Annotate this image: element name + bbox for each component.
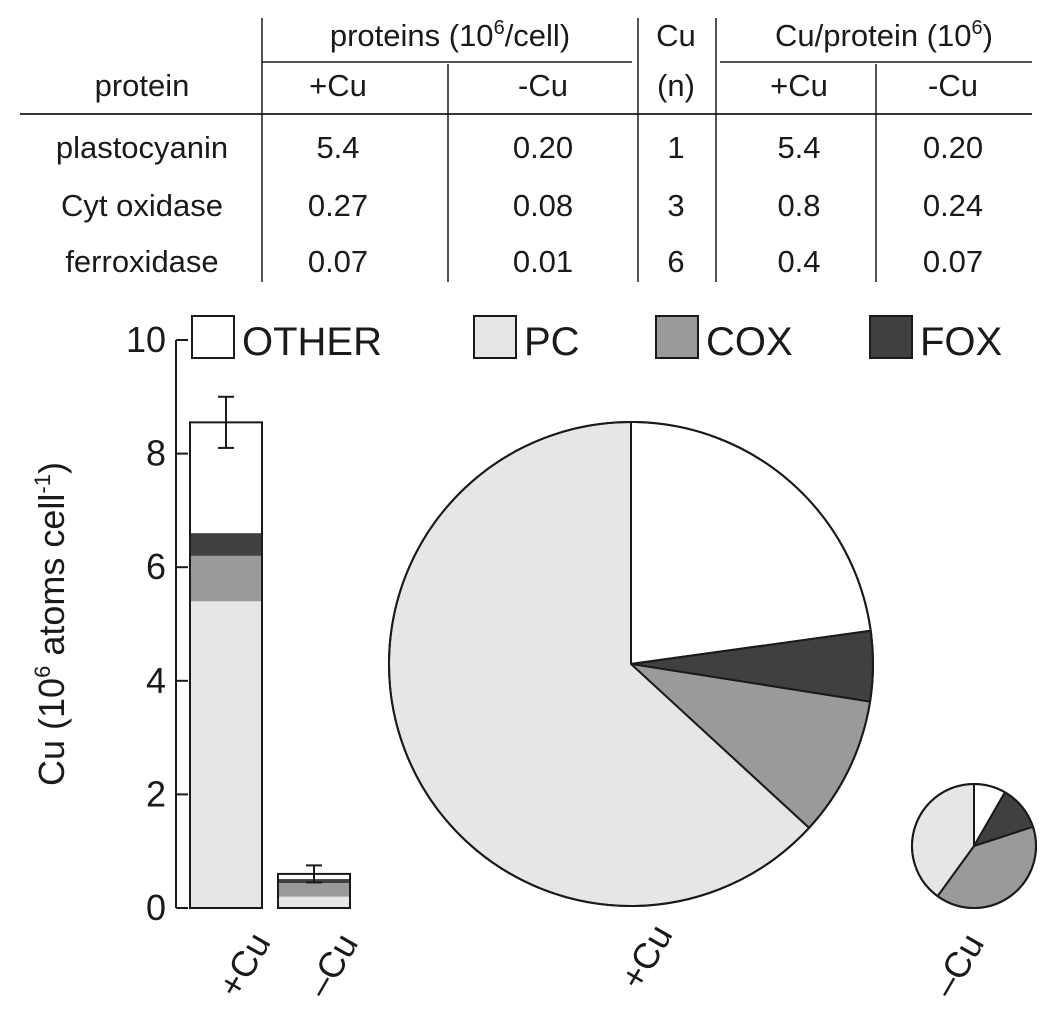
data-table: proteins (106/cell) Cu Cu/protein (106) … bbox=[20, 17, 1032, 282]
cell-cu-plus: 0.8 bbox=[777, 188, 820, 223]
cell-cu-plus: 5.4 bbox=[777, 130, 820, 165]
cell-prot-minus: 0.20 bbox=[513, 130, 573, 165]
header-cu: Cu bbox=[656, 18, 696, 53]
bar-segment-fox bbox=[190, 533, 262, 556]
legend: OTHER PC COX FOX bbox=[191, 315, 1002, 364]
legend-swatch-cox bbox=[655, 315, 699, 359]
cell-name: Cyt oxidase bbox=[61, 188, 223, 223]
header-cu-n: (n) bbox=[657, 68, 695, 103]
legend-swatch-other bbox=[191, 315, 235, 359]
cell-cu-minus: 0.07 bbox=[923, 244, 983, 279]
y-ticks: 0 2 4 6 8 10 bbox=[126, 319, 188, 928]
cell-prot-plus: 0.07 bbox=[308, 244, 368, 279]
table-row: plastocyanin 5.4 0.20 1 5.4 0.20 bbox=[56, 130, 983, 165]
legend-label-fox: FOX bbox=[920, 320, 1002, 364]
bar-category-labels: +Cu –Cu bbox=[209, 925, 366, 1004]
legend-label-other: OTHER bbox=[242, 320, 382, 364]
cell-cu-minus: 0.20 bbox=[923, 130, 983, 165]
cell-n: 1 bbox=[667, 130, 684, 165]
cell-prot-plus: 5.4 bbox=[316, 130, 359, 165]
header-cu-per-protein: Cu/protein (106) bbox=[775, 17, 993, 53]
y-tick-label: 6 bbox=[146, 546, 166, 587]
cell-prot-plus: 0.27 bbox=[308, 188, 368, 223]
legend-label-pc: PC bbox=[524, 320, 580, 364]
table-row: Cyt oxidase 0.27 0.08 3 0.8 0.24 bbox=[61, 188, 983, 223]
y-tick-label: 10 bbox=[126, 319, 166, 360]
pie-label-minus-cu: –Cu bbox=[923, 926, 992, 1004]
header-cupr-plus: +Cu bbox=[770, 68, 828, 103]
cell-name: plastocyanin bbox=[56, 130, 228, 165]
legend-item-other: OTHER bbox=[191, 315, 382, 364]
cell-n: 3 bbox=[667, 188, 684, 223]
legend-item-cox: COX bbox=[655, 315, 793, 364]
legend-item-pc: PC bbox=[473, 315, 580, 364]
cell-cu-minus: 0.24 bbox=[923, 188, 983, 223]
bar-segment-pc bbox=[278, 896, 350, 908]
header-cupr-minus: -Cu bbox=[928, 68, 978, 103]
cell-prot-minus: 0.08 bbox=[513, 188, 573, 223]
y-axis-label: Cu (106 atoms cell-1) bbox=[30, 462, 72, 786]
bar-segment-cox bbox=[278, 883, 350, 897]
bar-segment-pc bbox=[190, 601, 262, 908]
pie-chart-minus-cu bbox=[911, 783, 1038, 910]
y-tick-label: 8 bbox=[146, 433, 166, 474]
pie-label-plus-cu: +Cu bbox=[611, 917, 680, 996]
pie-outline bbox=[388, 421, 874, 907]
header-prot-plus: +Cu bbox=[309, 68, 367, 103]
pie-outline bbox=[911, 783, 1037, 909]
table-row: ferroxidase 0.07 0.01 6 0.4 0.07 bbox=[65, 244, 983, 279]
y-tick-label: 0 bbox=[146, 887, 166, 928]
pie-chart-plus-cu bbox=[388, 421, 874, 907]
y-tick-label: 4 bbox=[146, 660, 166, 701]
bars bbox=[189, 395, 351, 909]
bar-chart: 0 2 4 6 8 10 Cu (106 atoms cell-1) +Cu –Cu bbox=[30, 319, 366, 1004]
header-prot-minus: -Cu bbox=[518, 68, 568, 103]
bar-category-label: –Cu bbox=[297, 926, 366, 1004]
legend-swatch-pc bbox=[473, 315, 517, 359]
header-proteins: proteins (106/cell) bbox=[330, 17, 570, 53]
bar-category-label: +Cu bbox=[209, 925, 278, 1004]
cell-n: 6 bbox=[667, 244, 684, 279]
legend-swatch-fox bbox=[869, 315, 913, 359]
cell-name: ferroxidase bbox=[65, 244, 218, 279]
header-protein: protein bbox=[95, 68, 190, 103]
y-tick-label: 2 bbox=[146, 773, 166, 814]
pie-slice-other bbox=[630, 421, 872, 665]
cell-prot-minus: 0.01 bbox=[513, 244, 573, 279]
legend-label-cox: COX bbox=[706, 320, 793, 364]
legend-item-fox: FOX bbox=[869, 315, 1002, 364]
cell-cu-plus: 0.4 bbox=[777, 244, 820, 279]
bar-segment-cox bbox=[190, 555, 262, 602]
